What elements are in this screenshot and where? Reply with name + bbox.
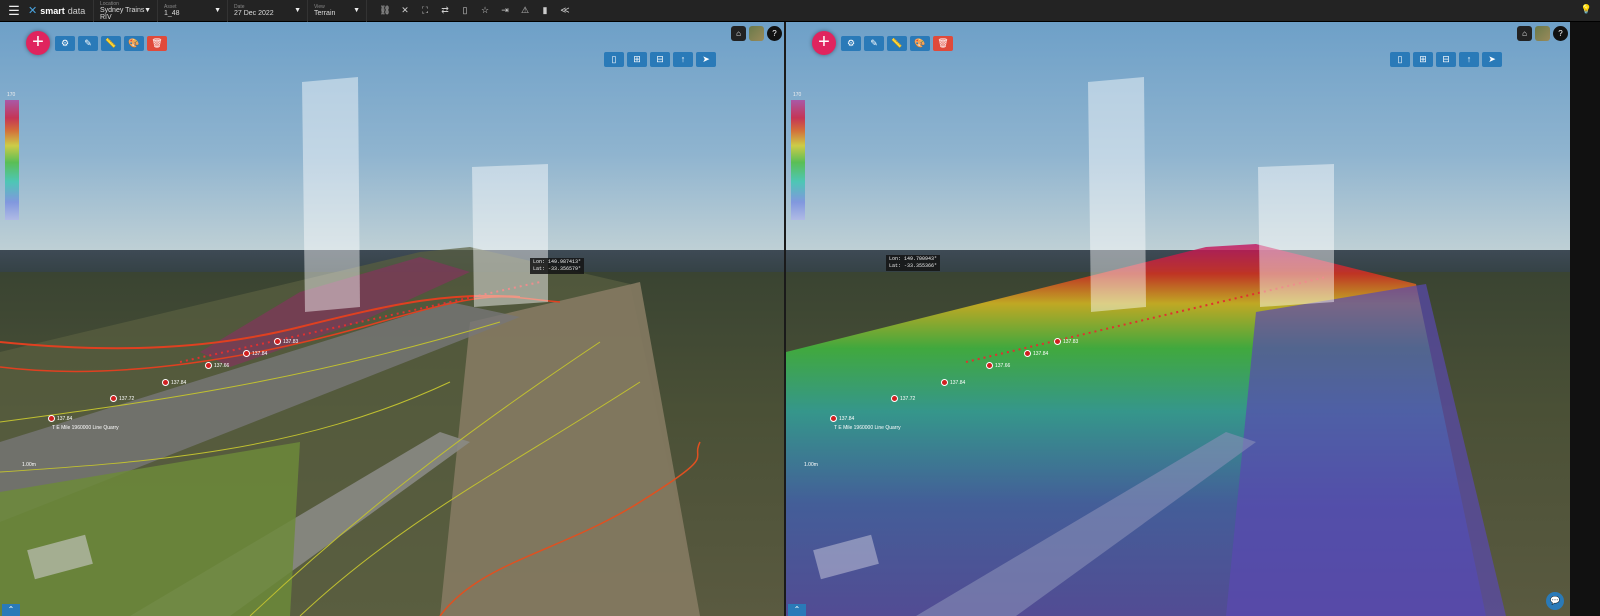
point-label[interactable]: 137.84 xyxy=(830,415,854,422)
scale-label: 1.00m xyxy=(22,462,36,468)
edit-button[interactable]: ✎ xyxy=(78,36,98,51)
send-button[interactable]: ➤ xyxy=(696,52,716,67)
link-icon[interactable]: ⛓ xyxy=(379,5,391,15)
settings-button[interactable]: ⚙ xyxy=(55,36,75,51)
help-button[interactable]: ? xyxy=(1553,26,1568,41)
coordinate-tooltip: Lon: 149.700943° Lat: -33.355366° xyxy=(886,255,941,271)
date-value: 27 Dec 2022 xyxy=(234,10,274,17)
measure-button[interactable]: 📏 xyxy=(101,36,121,51)
zoom-out-button[interactable]: ⊟ xyxy=(650,52,670,67)
location-value: Sydney Trains RIV xyxy=(100,6,145,21)
expand-panel-button[interactable]: ⌃ xyxy=(2,604,20,616)
legend-max-label: 170 xyxy=(7,92,16,98)
chevron-down-icon: ▼ xyxy=(294,6,301,14)
add-button[interactable]: + xyxy=(812,31,836,55)
edit-button[interactable]: ✎ xyxy=(864,36,884,51)
scale-label: 1.00m xyxy=(804,462,818,468)
delete-button[interactable]: 🗑 xyxy=(147,36,167,51)
location-label: Location xyxy=(100,0,119,7)
chat-button[interactable]: 💬 xyxy=(1546,592,1564,610)
measure-button[interactable]: 📏 xyxy=(887,36,907,51)
location-select[interactable]: Location Sydney Trains RIV ▼ xyxy=(93,0,157,22)
latitude: Lat: -33.356579° xyxy=(533,266,582,272)
asset-value: 1_48 xyxy=(164,10,180,17)
fullscreen-icon[interactable]: ⛶ xyxy=(421,5,429,15)
chevron-down-icon: ▼ xyxy=(214,6,221,14)
view-label: View xyxy=(314,4,325,10)
longitude: Lon: 149.987413° xyxy=(533,259,582,265)
home-button[interactable]: ⌂ xyxy=(1517,26,1532,41)
point-label[interactable]: 137.84 xyxy=(1024,350,1048,357)
up-button[interactable]: ↑ xyxy=(1459,52,1479,67)
point-label[interactable]: 137.84 xyxy=(941,379,965,386)
share-icon[interactable]: ≪ xyxy=(560,5,570,15)
document-icon[interactable]: ▯ xyxy=(462,5,468,15)
point-label[interactable]: 137.84 xyxy=(162,379,186,386)
clipboard-button[interactable]: ▯ xyxy=(1390,52,1410,67)
point-label[interactable]: 137.83 xyxy=(274,338,298,345)
logo: ✕ smart data xyxy=(28,5,86,17)
pane-divider[interactable] xyxy=(784,22,786,616)
home-button[interactable]: ⌂ xyxy=(731,26,746,41)
chevron-down-icon: ▼ xyxy=(353,6,360,14)
point-label[interactable]: 137.83 xyxy=(1054,338,1078,345)
settings-button[interactable]: ⚙ xyxy=(841,36,861,51)
track-label: T E Mile 1960000 Line Quarry xyxy=(834,425,901,431)
swap-icon[interactable]: ⇄ xyxy=(441,5,449,15)
terrain-scene-left xyxy=(0,77,701,616)
basemap-button[interactable] xyxy=(1535,26,1550,41)
point-label[interactable]: 137.84 xyxy=(48,415,72,422)
zoom-in-button[interactable]: ⊞ xyxy=(627,52,647,67)
export-icon[interactable]: ⇥ xyxy=(501,5,509,15)
longitude: Lon: 149.700943° xyxy=(889,256,938,262)
terrain-scene-right xyxy=(786,77,1506,616)
color-legend xyxy=(791,100,805,220)
point-label[interactable]: 137.72 xyxy=(110,395,134,402)
logo-bold: smart xyxy=(40,5,65,16)
add-button[interactable]: + xyxy=(26,31,50,55)
latitude: Lat: -33.355366° xyxy=(889,263,938,269)
track-label: T E Mile 1960000 Line Quarry xyxy=(52,425,119,431)
point-label[interactable]: 137.66 xyxy=(205,362,229,369)
legend-max-label: 170 xyxy=(793,92,802,98)
close-icon[interactable]: ✕ xyxy=(401,5,409,15)
expand-panel-button[interactable]: ⌃ xyxy=(788,604,806,616)
zoom-in-button[interactable]: ⊞ xyxy=(1413,52,1433,67)
point-label[interactable]: 137.66 xyxy=(986,362,1010,369)
delete-button[interactable]: 🗑 xyxy=(933,36,953,51)
warning-icon[interactable]: ⚠ xyxy=(520,5,530,15)
zoom-out-button[interactable]: ⊟ xyxy=(1436,52,1456,67)
color-legend xyxy=(5,100,19,220)
logo-light: data xyxy=(67,5,86,16)
date-label: Date xyxy=(234,4,245,10)
asset-select[interactable]: Asset 1_48 ▼ xyxy=(157,0,227,22)
map-view-right[interactable]: + ⚙ ✎ 📏 🎨 🗑 ⌂ ? ▯ ⊞ ⊟ ↑ ➤ 170 Lon: 149.7… xyxy=(786,22,1570,616)
palette-button[interactable]: 🎨 xyxy=(124,36,144,51)
coordinate-tooltip: Lon: 149.987413° Lat: -33.356579° xyxy=(530,258,585,274)
chevron-down-icon: ▼ xyxy=(144,6,151,14)
help-button[interactable]: ? xyxy=(767,26,782,41)
send-button[interactable]: ➤ xyxy=(1482,52,1502,67)
star-icon[interactable]: ☆ xyxy=(480,5,490,15)
clipboard-button[interactable]: ▯ xyxy=(604,52,624,67)
basemap-button[interactable] xyxy=(749,26,764,41)
point-label[interactable]: 137.84 xyxy=(243,350,267,357)
top-bar: ☰ ✕ smart data Location Sydney Trains RIV ▼ … xyxy=(0,0,1600,22)
date-select[interactable]: Date 27 Dec 2022 ▼ xyxy=(227,0,307,22)
view-select[interactable]: View Terrain ▼ xyxy=(307,0,367,22)
point-label[interactable]: 137.72 xyxy=(891,395,915,402)
map-view-left[interactable]: + ⚙ ✎ 📏 🎨 🗑 ⌂ ? ▯ ⊞ ⊟ ↑ ➤ 170 Lon: 149.9… xyxy=(0,22,784,616)
asset-label: Asset xyxy=(164,4,177,10)
hamburger-menu-icon[interactable]: ☰ xyxy=(8,2,20,18)
up-button[interactable]: ↑ xyxy=(673,52,693,67)
trash-icon[interactable]: ▮ xyxy=(542,5,548,15)
lightbulb-icon[interactable]: 💡 xyxy=(1580,4,1592,14)
palette-button[interactable]: 🎨 xyxy=(910,36,930,51)
view-value: Terrain xyxy=(314,10,336,17)
